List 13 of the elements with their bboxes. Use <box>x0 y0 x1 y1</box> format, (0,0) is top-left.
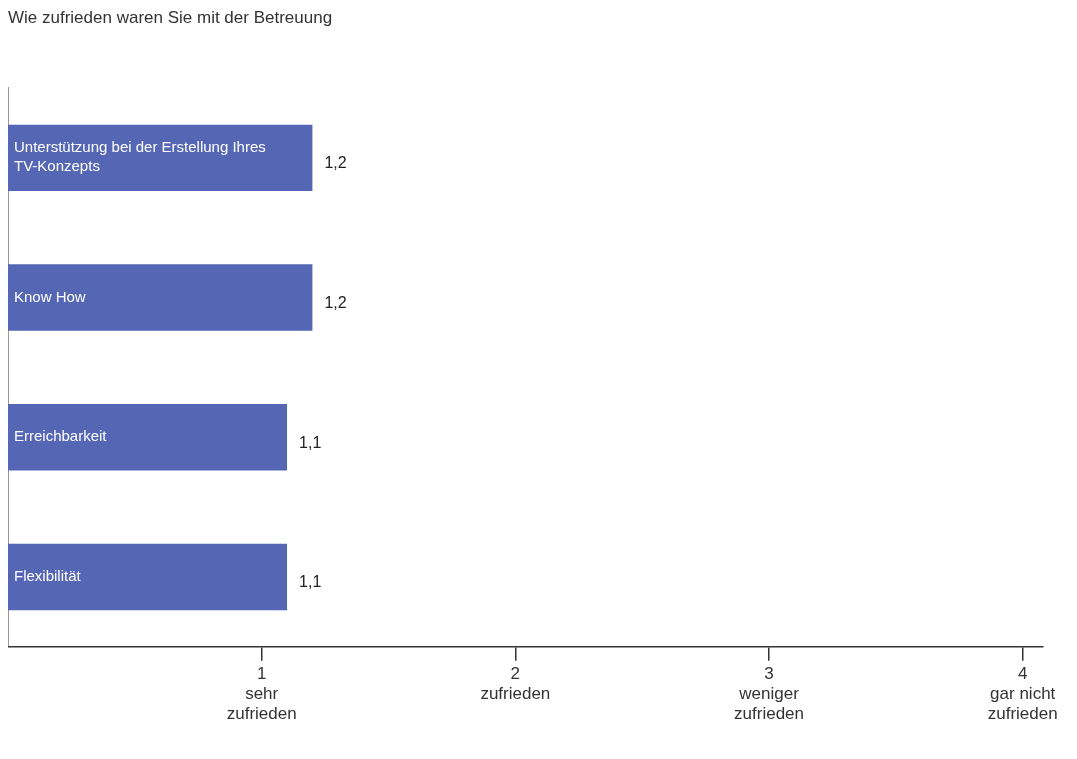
y-tick-label: Erreichbarkeit <box>14 427 108 445</box>
x-tick-label: 4 gar nicht zufrieden <box>987 663 1058 724</box>
chart-title: Wie zufrieden waren Sie mit der Betreuung <box>8 8 334 28</box>
data-label: 1,2 <box>324 293 347 311</box>
x-tick-label: 1 sehr zufrieden <box>226 663 297 724</box>
data-label: 1,2 <box>324 154 347 172</box>
x-tick-label: 3 weniger zufrieden <box>734 663 804 724</box>
data-label: 1,1 <box>299 573 322 591</box>
y-tick-label: Unterstützung bei der Erstellung Ihres TV-Konzepts <box>14 138 266 175</box>
y-tick-label: Flexibilität <box>14 567 82 585</box>
data-label: 1,1 <box>299 433 322 451</box>
x-tick-label: 2 zufrieden <box>480 663 551 704</box>
y-tick-label: Know How <box>14 287 86 305</box>
